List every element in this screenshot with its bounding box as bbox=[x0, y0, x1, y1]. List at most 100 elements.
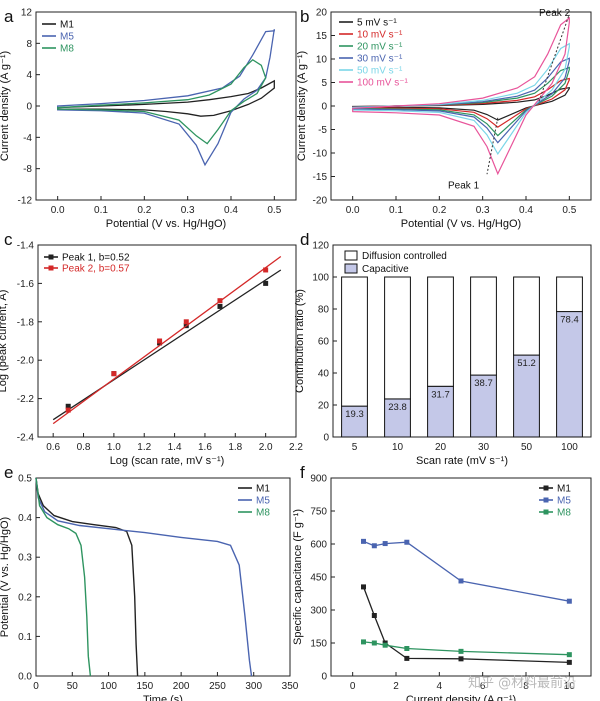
x-tick-label: 2 bbox=[393, 681, 399, 692]
x-tick-label: 100 bbox=[100, 681, 117, 692]
y-tick-label: -1.6 bbox=[17, 279, 35, 290]
y-tick-label: 0.0 bbox=[18, 672, 32, 683]
panel-letter: a bbox=[4, 7, 14, 26]
data-point bbox=[458, 578, 464, 584]
y-axis-label: Potential (V vs. Hg/HgO) bbox=[0, 517, 11, 637]
y-tick-label: 40 bbox=[318, 369, 330, 380]
data-point bbox=[217, 298, 223, 304]
x-tick-label: 6 bbox=[480, 681, 486, 692]
x-tick-label: 2.0 bbox=[259, 442, 273, 453]
y-tick-label: 600 bbox=[310, 540, 327, 551]
bar-capacitive bbox=[427, 385, 454, 438]
panel-f: f 0 150 300 450 600 750 900 0 2 4 6 8 10 Current densi… bbox=[292, 463, 592, 701]
x-tick-label: 1.8 bbox=[228, 442, 242, 453]
data-point bbox=[566, 598, 572, 604]
y-tick-label: 300 bbox=[310, 606, 327, 617]
bar-capacitive bbox=[341, 405, 368, 438]
y-tick-label: 15 bbox=[316, 31, 328, 42]
x-tick-label: 0.0 bbox=[51, 205, 65, 216]
y-tick-label: 0.3 bbox=[18, 553, 32, 564]
x-tick-label: 4 bbox=[437, 681, 443, 692]
bar-capacitive bbox=[384, 398, 411, 438]
x-tick-label: 0 bbox=[350, 681, 356, 692]
y-tick-label: 4 bbox=[26, 70, 32, 81]
x-tick-label: 0.6 bbox=[46, 442, 60, 453]
cv-curve-100-mV-s-1 bbox=[352, 16, 570, 176]
y-tick-label: -1.4 bbox=[17, 241, 35, 252]
legend-swatch bbox=[344, 250, 358, 261]
x-tick-label: 20 bbox=[435, 442, 447, 453]
plot-frame bbox=[330, 477, 592, 677]
bar-data-label: 31.7 bbox=[431, 389, 450, 400]
bar-capacitive bbox=[556, 311, 583, 438]
y-tick-label: 8 bbox=[26, 39, 32, 50]
panel-a: a -12 -8 -4 0 4 8 12 0.0 0.1 0.2 0.3 0.4 0.5 Potential… bbox=[0, 7, 297, 230]
legend-marker bbox=[543, 497, 549, 503]
cv-curve-50-mV-s-1 bbox=[352, 42, 570, 156]
rate-curve-M5 bbox=[363, 540, 570, 602]
x-tick-label: 0.3 bbox=[181, 205, 195, 216]
x-axis-label: Potential (V vs. Hg/HgO) bbox=[106, 218, 226, 230]
x-tick-label: 10 bbox=[392, 442, 404, 453]
gcd-curve-M1 bbox=[35, 477, 139, 677]
bar-data-label: 38.7 bbox=[474, 378, 493, 389]
y-tick-label: -2.2 bbox=[17, 394, 35, 405]
bar-data-label: 78.4 bbox=[560, 315, 579, 326]
x-tick-label: 350 bbox=[282, 681, 299, 692]
data-point bbox=[65, 407, 71, 413]
y-tick-label: -8 bbox=[23, 164, 32, 175]
legend-label: M1 bbox=[256, 484, 270, 495]
panel-letter: c bbox=[4, 230, 13, 249]
legend-swatch bbox=[344, 263, 358, 274]
bar-capacitive bbox=[470, 374, 497, 438]
data-point bbox=[458, 656, 464, 662]
data-point bbox=[65, 403, 71, 409]
y-tick-label: 900 bbox=[310, 474, 327, 485]
y-tick-label: 120 bbox=[312, 241, 329, 252]
panel-letter: d bbox=[300, 230, 309, 249]
y-tick-label: 0.4 bbox=[18, 513, 32, 524]
legend-marker bbox=[543, 485, 549, 491]
x-axis-label: Log (scan rate, mV s⁻¹) bbox=[110, 455, 225, 467]
cv-curve-10-mV-s-1 bbox=[352, 77, 570, 128]
x-axis-label: Potential (V vs. Hg/HgO) bbox=[401, 218, 521, 230]
y-tick-label: 60 bbox=[318, 337, 330, 348]
x-tick-label: 50 bbox=[67, 681, 79, 692]
legend-label: 5 mV s⁻¹ bbox=[357, 18, 397, 29]
peak2-guide bbox=[538, 14, 570, 102]
y-tick-label: 20 bbox=[318, 401, 330, 412]
y-tick-label: 20 bbox=[316, 8, 328, 19]
bar-data-label: 51.2 bbox=[517, 358, 536, 369]
x-tick-label: 0.8 bbox=[77, 442, 91, 453]
x-axis-label: Scan rate (mV s⁻¹) bbox=[416, 455, 508, 467]
legend-label: Peak 2, b=0.57 bbox=[62, 264, 130, 275]
panel-d: d 0 20 40 60 80 100 120 Scan rate (mV s⁻¹) Contri… bbox=[294, 230, 592, 467]
legend-marker bbox=[48, 265, 54, 271]
y-axis-label: Contribution ratio (%) bbox=[294, 289, 306, 393]
fit-line-M1 bbox=[52, 269, 282, 421]
legend-marker bbox=[543, 509, 549, 515]
gcd-curve-M8 bbox=[35, 477, 92, 677]
y-tick-label: -2.0 bbox=[17, 356, 35, 367]
legend-label: 10 mV s⁻¹ bbox=[357, 30, 403, 41]
panel-letter: b bbox=[300, 7, 309, 26]
fit-line-red bbox=[52, 255, 282, 425]
y-tick-label: -1.8 bbox=[17, 317, 35, 328]
data-point bbox=[371, 640, 377, 646]
panel-e: e 0.0 0.1 0.2 0.3 0.4 0.5 0 50 100 150 200 250 300 350… bbox=[0, 463, 299, 701]
plot-frame bbox=[35, 477, 291, 677]
y-tick-label: 80 bbox=[318, 305, 330, 316]
y-tick-label: -4 bbox=[23, 133, 32, 144]
data-point bbox=[404, 646, 410, 651]
x-axis-label: Current density (A g⁻¹) bbox=[406, 694, 516, 701]
bar-diffusion bbox=[341, 276, 368, 407]
legend-label: Diffusion controlled bbox=[362, 251, 447, 262]
data-point bbox=[263, 280, 269, 286]
data-point bbox=[361, 538, 366, 544]
bar-diffusion bbox=[513, 276, 540, 356]
x-tick-label: 100 bbox=[561, 442, 578, 453]
annotation-peak1: Peak 1 bbox=[448, 180, 480, 191]
x-tick-label: 0.2 bbox=[432, 205, 446, 216]
x-tick-label: 1.6 bbox=[198, 442, 212, 453]
x-tick-label: 30 bbox=[478, 442, 490, 453]
